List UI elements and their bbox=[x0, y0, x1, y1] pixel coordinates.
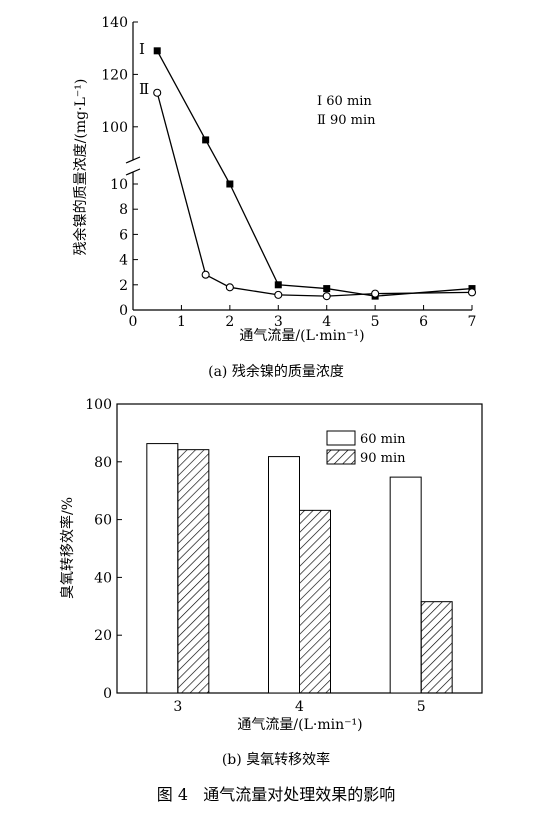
chart-b-bar-60min bbox=[146, 443, 179, 694]
chart-a-y-tick-label: 6 bbox=[119, 227, 128, 243]
chart-b-y-tick-label: 0 bbox=[103, 686, 112, 702]
chart-b-bar-60min bbox=[389, 476, 422, 694]
chart-b-bars bbox=[146, 443, 453, 694]
chart-b-legend-label-90min: 90 min bbox=[360, 451, 406, 466]
chart-a-x-tick-label: 4 bbox=[322, 314, 331, 330]
chart-a-caption: (a) 残余镍的质量浓度 bbox=[208, 363, 344, 380]
chart-a-point-series-1 bbox=[153, 47, 161, 55]
chart-a-x-tick-label: 5 bbox=[371, 314, 380, 330]
chart-b-x-label: 通气流量/(L·min⁻¹) bbox=[237, 717, 362, 733]
figure-caption: 图 4 通气流量对处理效果的影响 bbox=[157, 785, 396, 804]
chart-a-point-series-1 bbox=[202, 136, 210, 144]
chart-b-bar-90min bbox=[177, 449, 210, 694]
chart-b-bar-90min bbox=[299, 509, 331, 694]
chart-b-y-tick-label: 40 bbox=[94, 570, 112, 586]
chart-a-y-tick-label: 10 bbox=[110, 177, 128, 193]
chart-a-point-series-2 bbox=[225, 283, 234, 292]
chart-a-x-label: 通气流量/(L·min⁻¹) bbox=[239, 328, 364, 344]
chart-b-legend-swatch-60min bbox=[326, 430, 356, 446]
chart-b-bar-90min bbox=[420, 601, 453, 694]
chart-a-y-tick-label: 140 bbox=[101, 15, 128, 31]
chart-b-x-tick-label: 4 bbox=[295, 699, 304, 715]
chart-a-series-line-2 bbox=[156, 92, 473, 297]
chart-b-legend-label-60min: 60 min bbox=[360, 432, 406, 447]
chart-a-point-series-2 bbox=[201, 270, 210, 279]
chart-a-y-tick-label: 0 bbox=[119, 303, 128, 319]
chart-b-y-tick-label: 20 bbox=[94, 628, 112, 644]
chart-b-bar-60min bbox=[268, 456, 300, 694]
chart-b-y-tick-label: 80 bbox=[94, 455, 112, 471]
chart-a-y-tick-label: 100 bbox=[101, 120, 128, 136]
chart-a-axis-break-mark bbox=[125, 168, 141, 176]
chart-a-y-ticks-lower: 0 2 4 6 8 10 bbox=[110, 177, 138, 319]
chart-a-point-series-1 bbox=[274, 281, 282, 289]
chart-a-x-tick-label: 0 bbox=[129, 314, 138, 330]
chart-a-legend-line-2: Ⅱ 90 min bbox=[317, 113, 376, 128]
chart-b-x-tick-label: 5 bbox=[417, 699, 426, 715]
chart-a-series-label-1: Ⅰ bbox=[139, 40, 145, 58]
chart-a-series-label-2: Ⅱ bbox=[139, 80, 149, 98]
chart-a-axis-break-mark bbox=[125, 156, 141, 164]
chart-a-y-label: 残余镍的质量浓度/(mg·L⁻¹) bbox=[72, 79, 89, 256]
chart-a-y-tick-label: 4 bbox=[119, 253, 128, 269]
chart-b-caption: (b) 臭氧转移效率 bbox=[222, 751, 330, 768]
chart-a-x-tick-label: 7 bbox=[468, 314, 477, 330]
chart-b-y-tick-label: 60 bbox=[94, 513, 112, 529]
chart-a-point-series-2 bbox=[274, 290, 283, 299]
chart-a-x-tick-label: 2 bbox=[225, 314, 234, 330]
chart-b-y-tick-label: 100 bbox=[85, 397, 112, 413]
chart-a-x-tick-label: 6 bbox=[419, 314, 428, 330]
chart-a-legend-line-1: Ⅰ 60 min bbox=[317, 94, 372, 109]
chart-b-x-ticks: 3 4 5 bbox=[173, 699, 425, 715]
chart-a-point-series-2 bbox=[153, 88, 162, 97]
chart-b-legend: 60 min 90 min bbox=[326, 430, 406, 466]
chart-a-x-tick-label: 1 bbox=[177, 314, 186, 330]
chart-a-y-tick-label: 2 bbox=[119, 278, 128, 294]
chart-a-series-line-1 bbox=[156, 50, 473, 297]
chart-a-series bbox=[153, 47, 477, 301]
chart-a-y-tick-label: 120 bbox=[101, 67, 128, 83]
chart-b-y-ticks: 0 20 40 60 80 100 bbox=[85, 397, 122, 702]
chart-a-x-tick-label: 3 bbox=[274, 314, 283, 330]
chart-a-point-series-2 bbox=[322, 292, 331, 301]
chart-a-point-series-2 bbox=[467, 288, 477, 297]
chart-b-legend-swatch-90min bbox=[326, 449, 356, 465]
chart-b-x-tick-label: 3 bbox=[173, 699, 182, 715]
chart-a-x-ticks: 0 1 2 3 4 5 6 7 bbox=[129, 305, 477, 330]
chart-a-y-ticks-upper: 100 120 140 bbox=[101, 15, 138, 136]
chart-b-y-label: 臭氧转移效率/% bbox=[59, 497, 76, 599]
chart-a-point-series-1 bbox=[323, 285, 331, 293]
chart-a-point-series-1 bbox=[226, 180, 234, 188]
chart-a-y-tick-label: 8 bbox=[119, 202, 128, 218]
chart-a-point-series-2 bbox=[371, 289, 380, 298]
